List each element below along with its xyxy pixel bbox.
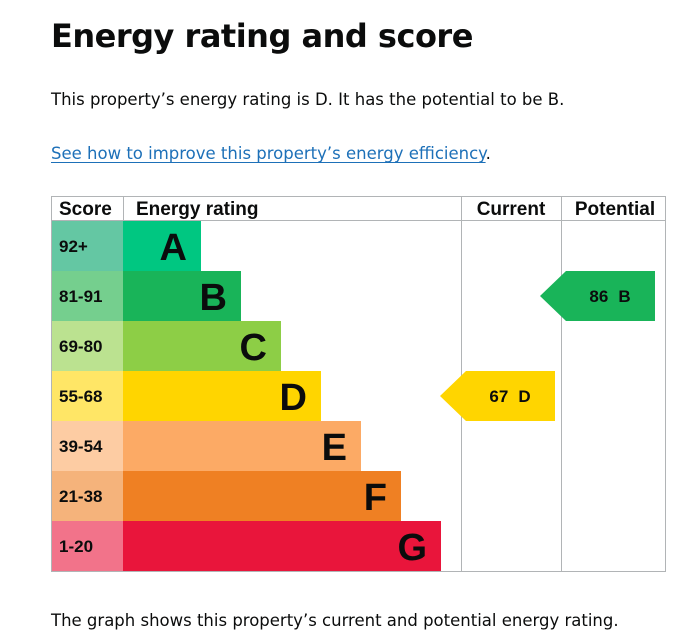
score-cell-g bbox=[52, 521, 123, 571]
band-bar-g bbox=[123, 521, 441, 571]
band-letter-d: D bbox=[280, 377, 307, 419]
score-range-c: 69-80 bbox=[59, 337, 102, 356]
current-rating-label: 67 D bbox=[489, 387, 530, 406]
score-header: Score bbox=[59, 199, 112, 220]
score-range-g: 1-20 bbox=[59, 537, 93, 556]
score-cell-f bbox=[52, 471, 123, 521]
graph-description: The graph shows this property’s current … bbox=[51, 611, 619, 630]
score-range-b: 81-91 bbox=[59, 287, 102, 306]
score-range-a: 92+ bbox=[59, 237, 88, 256]
band-bar-c bbox=[123, 321, 281, 371]
band-letter-b: B bbox=[200, 277, 227, 319]
band-bar-e bbox=[123, 421, 361, 471]
rating-arrows: 67 D 86 B bbox=[440, 271, 655, 421]
band-letter-f: F bbox=[364, 477, 387, 519]
score-range-e: 39-54 bbox=[59, 437, 103, 456]
score-cell-a bbox=[52, 221, 123, 271]
band-bar-a bbox=[123, 221, 201, 271]
band-bar-b bbox=[123, 271, 241, 321]
band-bar-f bbox=[123, 471, 401, 521]
score-range-d: 55-68 bbox=[59, 387, 102, 406]
band-letter-c: C bbox=[240, 327, 267, 369]
rating-bands: 92+ A 81-91 B 69-80 C 55-68 D 39-54 E 21-38 F 1-20 G bbox=[52, 221, 441, 571]
improve-efficiency-link[interactable]: See how to improve this property’s energ… bbox=[51, 144, 486, 163]
potential-header: Potential bbox=[575, 199, 655, 220]
rating-summary: This property’s energy rating is D. It h… bbox=[51, 90, 565, 109]
potential-rating-label: 86 B bbox=[589, 287, 630, 306]
potential-rating-arrow bbox=[540, 271, 655, 321]
band-letter-g: G bbox=[397, 527, 427, 569]
band-letter-e: E bbox=[322, 427, 347, 469]
current-rating-arrow bbox=[440, 371, 555, 421]
score-cell-e bbox=[52, 421, 123, 471]
score-cell-c bbox=[52, 321, 123, 371]
page-title: Energy rating and score bbox=[51, 17, 473, 55]
chart-frame bbox=[51, 196, 666, 572]
score-cell-b bbox=[52, 271, 123, 321]
band-bar-d bbox=[123, 371, 321, 421]
energy-rating-header: Energy rating bbox=[136, 199, 258, 220]
band-letter-a: A bbox=[160, 227, 187, 269]
score-range-f: 21-38 bbox=[59, 487, 102, 506]
link-suffix: . bbox=[485, 144, 491, 163]
current-header: Current bbox=[477, 199, 546, 220]
improve-link-line: See how to improve this property’s energ… bbox=[51, 143, 491, 165]
score-cell-d bbox=[52, 371, 123, 421]
